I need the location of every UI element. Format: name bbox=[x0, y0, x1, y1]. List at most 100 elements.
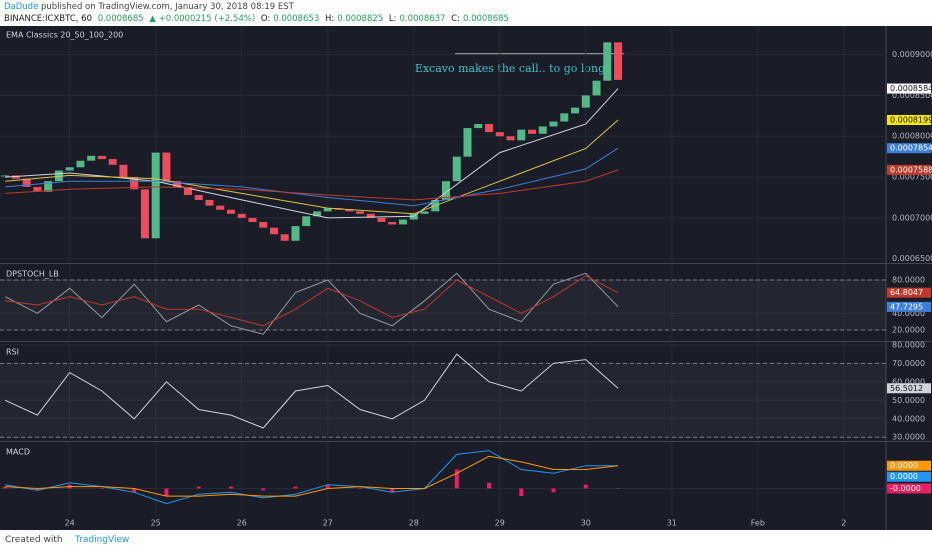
candle bbox=[442, 181, 451, 200]
candle bbox=[33, 186, 42, 192]
series-line bbox=[4, 353, 619, 429]
price-tag bbox=[887, 301, 931, 312]
candle bbox=[377, 217, 386, 222]
ohlc-line: BINANCE:ICXBTC, 60 0.0008685 ▲ +0.000021… bbox=[4, 14, 512, 24]
histogram-bar bbox=[583, 484, 588, 489]
histogram-bar bbox=[228, 486, 233, 489]
candle bbox=[194, 195, 203, 200]
histogram-bar bbox=[196, 486, 201, 489]
background bbox=[0, 26, 932, 530]
candle bbox=[603, 42, 612, 81]
footer: Created with TradingView bbox=[0, 530, 932, 550]
histogram-bar bbox=[487, 482, 492, 489]
candle bbox=[108, 159, 117, 165]
candle bbox=[11, 175, 20, 179]
price-tag bbox=[887, 287, 931, 298]
pane-title: DPSTOCH_LB bbox=[6, 270, 59, 279]
histogram-bar bbox=[293, 486, 298, 489]
candle bbox=[506, 136, 515, 141]
candle bbox=[183, 186, 192, 196]
candle bbox=[54, 170, 63, 182]
candle bbox=[355, 211, 364, 214]
price-tag-label: 0.0007854 bbox=[890, 144, 932, 153]
series-line bbox=[5, 455, 619, 497]
price-tag bbox=[887, 383, 931, 394]
l-label: L: bbox=[388, 14, 397, 24]
published: published on TradingView.com, January 30… bbox=[41, 2, 294, 12]
candle bbox=[474, 123, 483, 129]
candle bbox=[614, 42, 623, 80]
candle bbox=[119, 164, 128, 178]
candle bbox=[130, 177, 139, 190]
candle bbox=[345, 209, 354, 212]
histogram-bar bbox=[325, 484, 330, 489]
histogram-bar bbox=[164, 488, 169, 497]
candle bbox=[280, 234, 289, 241]
brand[interactable]: TradingView bbox=[75, 535, 130, 545]
h: 0.0008825 bbox=[337, 14, 384, 24]
x-tick-label: 31 bbox=[667, 519, 677, 528]
price-tag-label: 0.0000 bbox=[890, 472, 918, 481]
price-tag-label: 0.0008199 bbox=[890, 115, 932, 124]
candle bbox=[248, 217, 257, 222]
l: 0.0008637 bbox=[399, 14, 446, 24]
histogram-bar bbox=[99, 488, 104, 489]
histogram-bar bbox=[35, 488, 40, 491]
x-tick-label: Feb bbox=[751, 519, 765, 528]
x-tick-label: 28 bbox=[409, 519, 419, 528]
price-tag-label: 56.5012 bbox=[890, 384, 923, 393]
price-tag-label: 47.7295 bbox=[890, 302, 923, 311]
pane-title: MACD bbox=[6, 448, 30, 457]
candle bbox=[1, 175, 10, 177]
y-tick-label: 0.0009000 bbox=[892, 50, 932, 59]
price-tag-label: -0.0000 bbox=[890, 484, 921, 493]
series-line bbox=[5, 147, 619, 207]
price-tag bbox=[887, 143, 931, 154]
candle bbox=[538, 126, 547, 134]
series-line bbox=[5, 450, 618, 505]
candle bbox=[571, 107, 580, 114]
y-tick-label: 70.0000 bbox=[892, 359, 925, 368]
series-line bbox=[5, 119, 619, 215]
y-tick-label: 80.0000 bbox=[892, 276, 925, 285]
y-tick-label: 0.0006500 bbox=[892, 254, 932, 263]
candle bbox=[312, 211, 321, 217]
pane-title: RSI bbox=[6, 348, 19, 357]
y-tick-label: 0.0007500 bbox=[892, 173, 932, 182]
series-line bbox=[5, 88, 619, 219]
price-tag bbox=[887, 471, 931, 482]
candle bbox=[237, 213, 246, 218]
histogram-bar bbox=[454, 469, 459, 489]
y-tick-label: 0.0007000 bbox=[892, 213, 932, 222]
candle bbox=[323, 208, 332, 212]
change: ▲ +0.0000215 (+2.54%) bbox=[149, 14, 256, 24]
candle bbox=[420, 211, 429, 214]
candle bbox=[44, 181, 53, 192]
candle bbox=[87, 155, 96, 161]
candle bbox=[76, 160, 85, 168]
pane-title: EMA Classics 20_50_100_200 bbox=[6, 31, 123, 40]
price-tag-label: 0.0008584 bbox=[890, 84, 932, 93]
candle bbox=[269, 227, 278, 235]
candle bbox=[528, 129, 537, 134]
price-tag-label: 0.0007588 bbox=[890, 165, 932, 174]
candle bbox=[259, 221, 268, 228]
y-tick-label: 0.0008000 bbox=[892, 132, 932, 141]
candle bbox=[140, 189, 149, 239]
candle bbox=[366, 213, 375, 218]
histogram-bar bbox=[261, 488, 266, 491]
histogram-bar bbox=[3, 486, 8, 489]
candle bbox=[22, 178, 31, 187]
histogram-bar bbox=[357, 488, 362, 489]
price-tag-label: 64.8047 bbox=[890, 288, 923, 297]
series-line bbox=[5, 169, 619, 201]
y-tick-label: 40.0000 bbox=[892, 414, 925, 423]
author[interactable]: DaDude bbox=[4, 2, 39, 12]
y-tick-label: 40.0000 bbox=[892, 309, 925, 318]
publish-line: DaDude published on TradingView.com, Jan… bbox=[4, 2, 294, 12]
series-line bbox=[4, 272, 619, 335]
histogram-bar bbox=[616, 488, 621, 489]
histogram-bar bbox=[551, 488, 556, 493]
candle bbox=[226, 209, 235, 214]
